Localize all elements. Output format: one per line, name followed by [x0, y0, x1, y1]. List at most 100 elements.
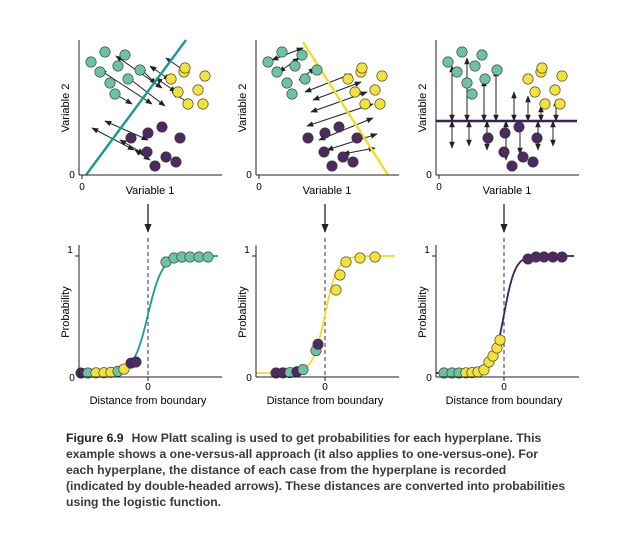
y-axis-label: Variable 2: [417, 84, 429, 133]
purple-point: [351, 132, 363, 144]
origin-x-label: 0: [79, 182, 85, 193]
teal-point: [202, 251, 214, 263]
teal-point: [104, 77, 116, 89]
purple-point: [318, 146, 330, 158]
yellow-point: [549, 84, 561, 96]
origin-y-label: 0: [246, 170, 252, 181]
purple-point: [312, 338, 324, 350]
yellow-point: [182, 98, 194, 110]
panel-points: [442, 46, 568, 172]
teal-point: [479, 73, 491, 85]
x-axis-label: Distance from boundary: [446, 395, 563, 407]
teal-point: [85, 56, 97, 68]
purple-point: [149, 160, 161, 172]
hyperplane-yellow: [301, 41, 390, 176]
y-one-label: 1: [424, 245, 430, 256]
purple-point: [499, 127, 511, 139]
yellow-point: [330, 284, 342, 296]
teal-point: [442, 56, 454, 68]
teal-point: [276, 46, 288, 58]
y-axis-label: Probability: [60, 286, 72, 338]
x-zero-label: 0: [501, 382, 507, 393]
probability-panel-purple: 1 0 0 Distance from boundary Probability: [417, 238, 579, 407]
distance-arrow: [104, 120, 149, 141]
yellow-point: [334, 269, 346, 281]
purple-point: [513, 121, 525, 133]
yellow-point: [529, 86, 541, 98]
teal-point: [94, 66, 106, 78]
teal-point: [451, 66, 463, 78]
panel-points: [262, 46, 388, 172]
probability-panel-yellow: 1 0 0 Distance from boundary Probability: [237, 238, 399, 407]
distance-arrow: [342, 146, 376, 156]
yellow-point: [165, 73, 177, 85]
x-zero-label: 0: [322, 382, 328, 393]
purple-point: [531, 132, 543, 144]
purple-point: [517, 151, 529, 163]
purple-point: [130, 356, 142, 368]
purple-point: [302, 132, 314, 144]
y-zero-label: 0: [426, 373, 432, 384]
origin-y-label: 0: [69, 170, 75, 181]
yellow-point: [172, 86, 184, 98]
yellow-point: [522, 73, 534, 85]
purple-point: [482, 132, 494, 144]
yellow-point: [374, 98, 386, 110]
distance-arrow: [271, 47, 304, 61]
purple-point: [498, 146, 510, 158]
y-axis-label: Probability: [417, 286, 429, 338]
purple-point: [156, 121, 168, 133]
y-zero-label: 0: [69, 373, 75, 384]
purple-point: [319, 127, 331, 139]
distance-arrow: [326, 133, 378, 151]
x-axis-label: Distance from boundary: [267, 395, 384, 407]
x-zero-label: 0: [145, 382, 151, 393]
yellow-point: [554, 98, 566, 110]
yellow-point: [478, 364, 490, 376]
yellow-point: [369, 251, 381, 263]
yellow-point: [197, 98, 209, 110]
teal-point: [109, 88, 121, 100]
teal-point: [296, 49, 308, 61]
yellow-point: [349, 86, 361, 98]
purple-point: [556, 251, 568, 263]
purple-point: [347, 156, 359, 168]
purple-point: [125, 132, 137, 144]
scatter-panel-purple: 0 0 Variable 1 Variable 2: [417, 40, 579, 197]
x-axis-label: Variable 1: [483, 185, 532, 197]
y-axis-label: Probability: [237, 286, 249, 338]
purple-point: [142, 127, 154, 139]
yellow-point: [539, 98, 551, 110]
yellow-point: [179, 62, 191, 74]
origin-x-label: 0: [436, 182, 442, 193]
x-axis-label: Distance from boundary: [90, 395, 207, 407]
teal-point: [112, 60, 124, 72]
scatter-panel-teal: 0 0 Variable 1 Variable 2: [60, 39, 222, 197]
yellow-point: [199, 70, 211, 82]
distance-arrow: [155, 77, 177, 93]
yellow-point: [118, 363, 130, 375]
purple-point: [527, 156, 539, 168]
yellow-point: [376, 70, 388, 82]
teal-point: [119, 49, 131, 61]
yellow-point: [192, 84, 204, 96]
y-zero-label: 0: [246, 373, 252, 384]
teal-point: [461, 77, 473, 89]
yellow-point: [340, 256, 352, 268]
yellow-point: [356, 62, 368, 74]
panel-points: [85, 46, 211, 172]
distance-arrow: [278, 57, 300, 73]
logistic-curve: [436, 255, 574, 374]
teal-point: [311, 64, 323, 76]
probability-panel-teal: 1 0 0 Distance from boundary Probability: [60, 238, 222, 407]
x-axis-label: Variable 1: [126, 185, 175, 197]
purple-point: [337, 151, 349, 163]
purple-point: [174, 132, 186, 144]
caption-text: How Platt scaling is used to get probabi…: [66, 431, 566, 509]
purple-point: [326, 160, 338, 172]
y-one-label: 1: [67, 245, 73, 256]
yellow-point: [369, 84, 381, 96]
scatter-panel-yellow: 0 0 Variable 1 Variable 2: [237, 40, 399, 197]
teal-point: [286, 88, 298, 100]
yellow-point: [359, 98, 371, 110]
